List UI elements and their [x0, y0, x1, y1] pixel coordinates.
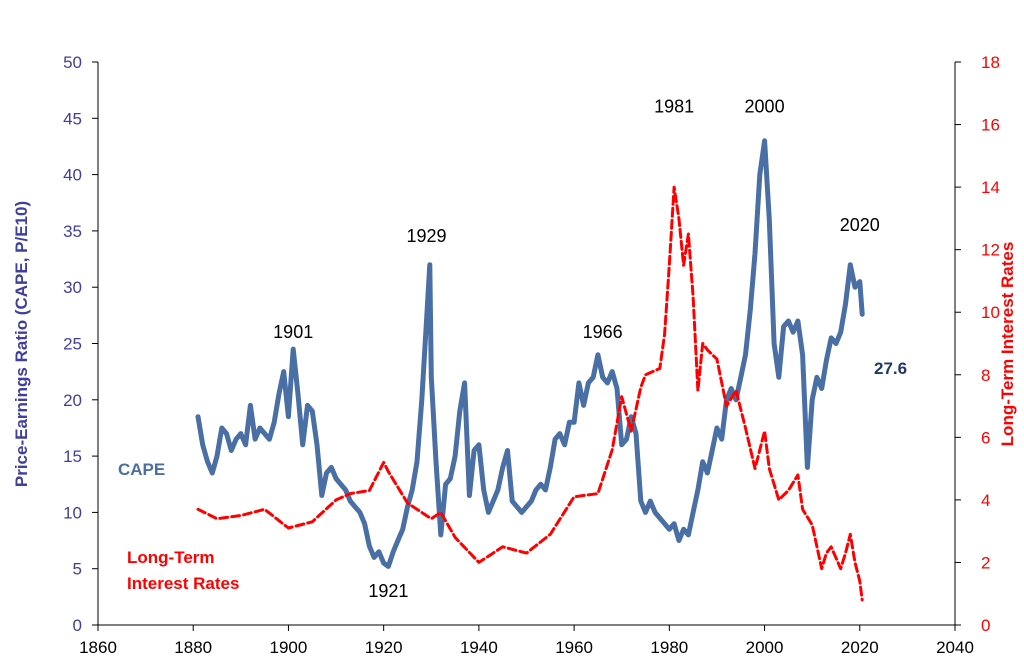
y-right-axis-label: Long-Term Interest Rates: [998, 242, 1017, 447]
current-cape-value: 27.6: [874, 359, 907, 378]
y-right-tick-label: 10: [981, 303, 1000, 322]
rates-series-label-line1: Long-Term: [127, 548, 215, 567]
x-tick-label: 1980: [650, 638, 688, 657]
y-right-tick-label: 16: [981, 116, 1000, 135]
y-right-tick-label: 12: [981, 241, 1000, 260]
y-right-tick-label: 2: [981, 553, 990, 572]
cape-series-line: [195, 138, 865, 569]
x-axis-ticks: 1860 1880 1900 1920 1940 1960 1980 2000 2020 2040: [79, 625, 974, 657]
y-left-tick-label: 40: [63, 166, 82, 185]
year-annotation: 1966: [583, 322, 623, 342]
y-left-tick-label: 30: [63, 278, 82, 297]
annotations-layer: 1901 1921 1929 1966 1981 2000 2020: [273, 97, 880, 601]
x-tick-label: 1940: [460, 638, 498, 657]
year-annotation: 2020: [840, 215, 880, 235]
y-left-tick-label: 35: [63, 222, 82, 241]
y-left-tick-label: 5: [73, 560, 82, 579]
cape-series-label: CAPE: [118, 460, 165, 479]
y-left-tick-label: 25: [63, 335, 82, 354]
y-left-axis-label: Price-Earnings Ratio (CAPE, P/E10): [12, 201, 31, 487]
x-tick-label: 2000: [746, 638, 784, 657]
y-left-axis-ticks: 0 5 10 15 20 25 30 35 40 45 50: [63, 53, 98, 635]
y-right-tick-label: 18: [981, 53, 1000, 72]
y-right-tick-label: 14: [981, 178, 1000, 197]
y-left-tick-label: 50: [63, 53, 82, 72]
chart-axes: [97, 62, 956, 626]
y-right-tick-label: 0: [981, 616, 990, 635]
y-right-axis-ticks: 0 2 4 6 8 10 12 14 16 18: [955, 53, 1000, 635]
year-annotation: 2000: [745, 97, 785, 117]
x-tick-label: 1860: [79, 638, 117, 657]
y-left-tick-label: 45: [63, 109, 82, 128]
rates-series-label-line2: Interest Rates: [127, 574, 239, 593]
y-right-tick-label: 4: [981, 491, 990, 510]
year-annotation: 1981: [654, 97, 694, 117]
year-annotation: 1901: [273, 322, 313, 342]
x-tick-label: 1960: [555, 638, 593, 657]
x-tick-label: 2020: [841, 638, 879, 657]
interest-rate-series-line: [196, 185, 864, 602]
y-right-tick-label: 6: [981, 428, 990, 447]
year-annotation: 1929: [406, 226, 446, 246]
x-tick-label: 2040: [936, 638, 974, 657]
y-right-tick-label: 8: [981, 366, 990, 385]
year-annotation: 1921: [368, 581, 408, 601]
series-layer: [195, 138, 865, 602]
y-left-tick-label: 0: [73, 616, 82, 635]
x-tick-label: 1900: [270, 638, 308, 657]
y-left-tick-label: 15: [63, 447, 82, 466]
y-left-tick-label: 10: [63, 503, 82, 522]
x-tick-label: 1880: [174, 638, 212, 657]
y-left-tick-label: 20: [63, 391, 82, 410]
x-tick-label: 1920: [365, 638, 403, 657]
